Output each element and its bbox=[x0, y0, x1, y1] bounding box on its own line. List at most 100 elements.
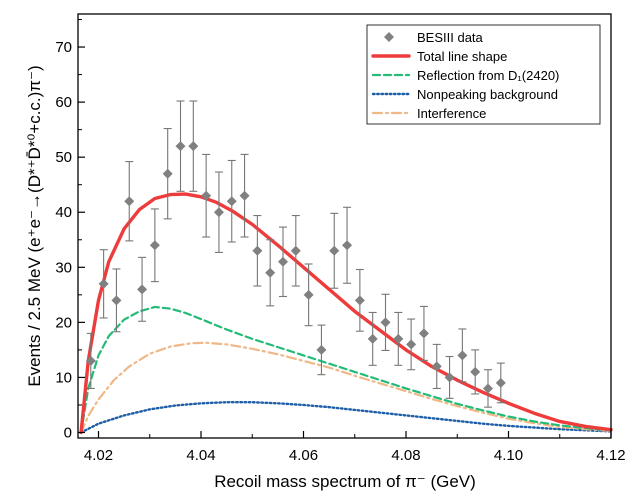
data-point bbox=[354, 268, 365, 332]
data-point bbox=[418, 305, 429, 361]
legend-label: Reflection from D₁(2420) bbox=[417, 68, 559, 83]
data-point bbox=[406, 318, 417, 371]
data-point bbox=[98, 249, 109, 319]
data-point bbox=[278, 226, 288, 298]
legend-label: Nonpeaking background bbox=[417, 87, 558, 102]
data-point bbox=[252, 214, 263, 287]
y-tick-label: 40 bbox=[55, 204, 72, 221]
data-point bbox=[303, 263, 314, 327]
data-points-layer bbox=[85, 100, 506, 408]
data-point bbox=[111, 268, 122, 333]
data-marker-diamond bbox=[329, 245, 340, 256]
data-point bbox=[393, 311, 404, 366]
data-marker-diamond bbox=[265, 267, 276, 278]
legend-label: Total line shape bbox=[417, 49, 507, 64]
y-tick-label: 30 bbox=[55, 259, 72, 276]
data-marker-diamond bbox=[418, 328, 429, 339]
series-line-dotted bbox=[79, 401, 613, 434]
data-point bbox=[137, 256, 148, 322]
data-marker-diamond bbox=[278, 256, 288, 267]
data-marker-diamond bbox=[137, 284, 148, 295]
data-point bbox=[162, 127, 173, 220]
y-tick-label: 60 bbox=[55, 94, 72, 111]
data-marker-diamond bbox=[342, 240, 353, 251]
data-marker-diamond bbox=[226, 196, 237, 207]
y-tick-label: 70 bbox=[55, 39, 72, 56]
data-point bbox=[342, 206, 353, 284]
y-tick-label: 50 bbox=[55, 149, 72, 166]
legend-label: Interference bbox=[417, 106, 486, 121]
data-marker-diamond bbox=[239, 190, 250, 201]
data-marker-diamond bbox=[406, 339, 417, 350]
data-marker-diamond bbox=[316, 344, 327, 355]
legend: BESIII data Total line shape Reflection fr… bbox=[366, 24, 601, 125]
curves-layer bbox=[79, 192, 613, 435]
data-point bbox=[124, 161, 135, 242]
data-marker-diamond bbox=[354, 295, 365, 306]
data-point bbox=[483, 369, 493, 408]
data-marker-diamond bbox=[303, 289, 314, 300]
data-point bbox=[175, 100, 186, 192]
x-tick-label: 4.12 bbox=[596, 447, 625, 464]
data-point bbox=[380, 293, 391, 351]
data-point bbox=[444, 355, 455, 399]
data-marker-diamond bbox=[252, 245, 263, 256]
y-tick-label: 0 bbox=[64, 424, 72, 441]
data-point bbox=[495, 362, 506, 404]
data-point bbox=[265, 239, 276, 307]
x-tick-label: 4.10 bbox=[494, 447, 523, 464]
data-marker-diamond bbox=[380, 317, 391, 328]
y-axis-title: Events / 2.5 MeV (e⁺e⁻→(D*⁺D̄*⁰+c.c.)π⁻) bbox=[25, 65, 44, 386]
plot-frame bbox=[77, 13, 612, 439]
legend-item: Interference bbox=[371, 106, 486, 121]
legend-item: Total line shape bbox=[371, 49, 507, 64]
data-point bbox=[316, 324, 327, 376]
x-tick-label: 4.02 bbox=[84, 447, 113, 464]
data-marker-diamond bbox=[495, 377, 506, 388]
legend-item: Nonpeaking background bbox=[371, 87, 558, 102]
data-marker-diamond bbox=[201, 190, 212, 201]
data-point bbox=[201, 153, 212, 238]
data-marker-diamond bbox=[393, 333, 404, 344]
legend-label: BESIII data bbox=[417, 30, 484, 45]
data-marker-diamond bbox=[290, 245, 301, 256]
legend-marker-diamond bbox=[384, 32, 394, 42]
data-point bbox=[149, 208, 160, 283]
data-point bbox=[329, 212, 340, 289]
y-tick-label: 10 bbox=[55, 369, 72, 386]
legend-item: Reflection from D₁(2420) bbox=[371, 68, 559, 83]
data-marker-diamond bbox=[213, 207, 224, 218]
series-line-dash-dot bbox=[79, 341, 613, 434]
data-point bbox=[457, 328, 468, 383]
data-point bbox=[431, 343, 442, 389]
data-marker-diamond bbox=[431, 361, 442, 372]
x-tick-label: 4.06 bbox=[289, 447, 318, 464]
series-line-solid bbox=[79, 192, 613, 435]
legend-item: BESIII data bbox=[384, 30, 484, 45]
data-marker-diamond bbox=[188, 141, 199, 152]
data-marker-diamond bbox=[457, 350, 468, 361]
data-point bbox=[188, 100, 199, 192]
axes-layer: 4.02 4.04 4.06 4.08 4.10 4.12 0 10 20 30 40 50 60 70 bbox=[55, 19, 626, 464]
data-marker-diamond bbox=[367, 333, 378, 344]
data-marker-diamond bbox=[111, 295, 122, 306]
data-marker-diamond bbox=[444, 372, 455, 383]
data-marker-diamond bbox=[85, 355, 96, 366]
data-marker-diamond bbox=[175, 141, 186, 152]
data-point bbox=[85, 332, 96, 389]
data-marker-diamond bbox=[162, 168, 173, 179]
data-point bbox=[290, 214, 301, 287]
x-axis-title: Recoil mass spectrum of π⁻ (GeV) bbox=[214, 472, 476, 491]
data-marker-diamond bbox=[483, 383, 493, 394]
data-marker-diamond bbox=[149, 240, 160, 251]
data-marker-diamond bbox=[98, 278, 109, 289]
data-marker-diamond bbox=[470, 366, 481, 377]
data-point bbox=[367, 311, 378, 366]
series-line-dashed bbox=[79, 305, 613, 434]
x-tick-label: 4.04 bbox=[186, 447, 215, 464]
data-point bbox=[213, 171, 224, 253]
y-tick-label: 20 bbox=[55, 314, 72, 331]
data-point bbox=[239, 153, 250, 238]
data-point bbox=[470, 349, 481, 395]
